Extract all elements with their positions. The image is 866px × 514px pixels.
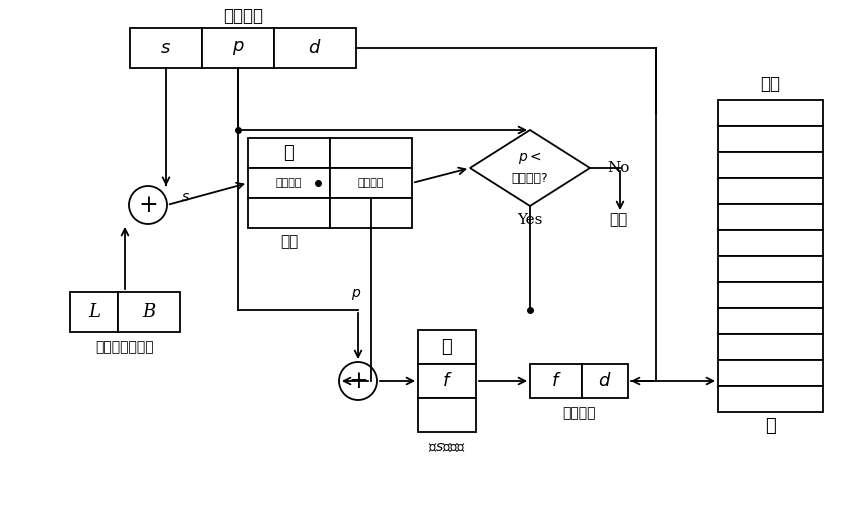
Bar: [718, 256, 823, 282]
Text: 页表长度?: 页表长度?: [512, 172, 548, 185]
Bar: [330, 138, 412, 168]
Text: Yes: Yes: [517, 213, 543, 227]
Text: $d$: $d$: [598, 372, 611, 390]
Bar: [118, 292, 180, 332]
Bar: [718, 230, 823, 256]
Bar: [718, 152, 823, 178]
Bar: [202, 28, 274, 68]
Text: ⋮: ⋮: [442, 338, 452, 356]
Text: 页表长度: 页表长度: [275, 178, 302, 188]
Bar: [418, 330, 476, 364]
Circle shape: [129, 186, 167, 224]
Bar: [330, 198, 412, 228]
Text: $d$: $d$: [308, 39, 322, 57]
Text: 段$s$的页表: 段$s$的页表: [428, 440, 466, 454]
Text: 物理地址: 物理地址: [562, 406, 596, 420]
Text: $s$: $s$: [160, 39, 171, 57]
Bar: [248, 138, 330, 168]
Text: 段表: 段表: [280, 234, 298, 249]
Bar: [718, 178, 823, 204]
Bar: [248, 198, 330, 228]
Text: ⋮: ⋮: [766, 417, 776, 435]
Text: No: No: [607, 161, 630, 175]
Text: $p$: $p$: [351, 286, 361, 302]
Polygon shape: [470, 130, 590, 206]
Bar: [70, 292, 118, 332]
Bar: [718, 126, 823, 152]
Text: B: B: [142, 303, 156, 321]
Bar: [130, 28, 202, 68]
Text: 中断: 中断: [609, 212, 627, 228]
Text: $f$: $f$: [551, 372, 561, 390]
Bar: [718, 100, 823, 126]
Bar: [718, 386, 823, 412]
Text: 段表地址寄存器: 段表地址寄存器: [95, 340, 154, 354]
Text: $p<$: $p<$: [518, 150, 542, 166]
Bar: [718, 204, 823, 230]
Bar: [330, 168, 412, 198]
Text: L: L: [88, 303, 100, 321]
Text: ⋮: ⋮: [284, 144, 294, 162]
Bar: [582, 364, 628, 398]
Bar: [418, 364, 476, 398]
Text: 内存: 内存: [760, 75, 780, 93]
Bar: [718, 334, 823, 360]
Text: +: +: [138, 193, 158, 216]
Bar: [248, 168, 330, 198]
Bar: [718, 282, 823, 308]
Bar: [718, 308, 823, 334]
Text: $p$: $p$: [232, 39, 244, 57]
Text: $s$: $s$: [180, 190, 190, 204]
Text: 有效地址: 有效地址: [223, 7, 263, 25]
Text: +: +: [348, 370, 368, 393]
Bar: [718, 360, 823, 386]
Bar: [530, 364, 582, 398]
Circle shape: [339, 362, 377, 400]
Bar: [274, 28, 356, 68]
Bar: [418, 398, 476, 432]
Text: $f$: $f$: [442, 372, 452, 390]
Text: 页表基址: 页表基址: [358, 178, 385, 188]
